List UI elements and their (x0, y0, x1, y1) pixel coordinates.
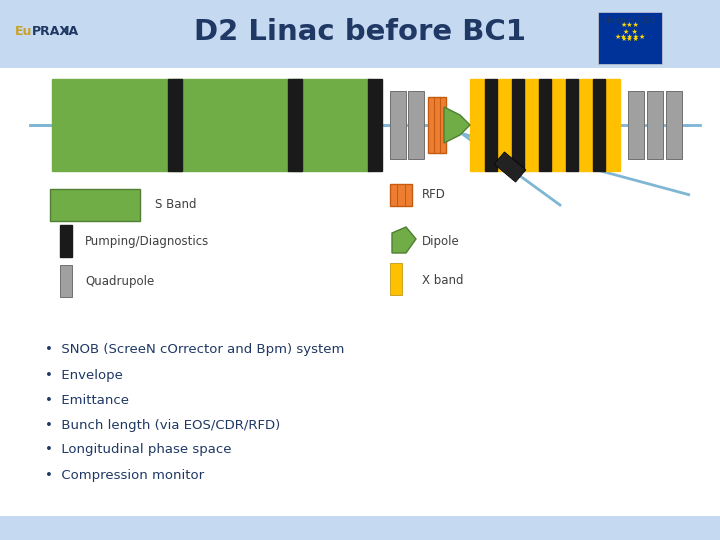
Bar (485, 79, 497, 171)
Text: PRAX: PRAX (32, 25, 70, 38)
Bar (168, 79, 182, 171)
Bar (60, 265, 72, 297)
Bar (628, 91, 644, 159)
Bar (566, 79, 578, 171)
Bar (551, 79, 566, 171)
Text: D2 Linac before BC1: D2 Linac before BC1 (194, 18, 526, 46)
Bar (470, 79, 485, 171)
Bar (390, 91, 406, 159)
Bar (539, 79, 551, 171)
Polygon shape (494, 152, 526, 182)
Bar (428, 97, 446, 153)
Bar (497, 79, 512, 171)
Text: Quadrupole: Quadrupole (85, 274, 154, 287)
Text: X band: X band (422, 274, 464, 287)
Polygon shape (392, 227, 416, 253)
Bar (598, 11, 662, 64)
Text: Pumping/Diagnostics: Pumping/Diagnostics (85, 234, 210, 247)
Bar (666, 91, 682, 159)
Text: S Band: S Band (155, 199, 197, 212)
Text: ★★★
★ ★
★★★: ★★★ ★ ★ ★★★ (621, 22, 639, 42)
Bar (524, 79, 539, 171)
Bar (605, 79, 620, 171)
Bar (512, 79, 524, 171)
Text: •  Compression monitor: • Compression monitor (45, 469, 204, 482)
Text: RFD: RFD (422, 188, 446, 201)
Text: Eu: Eu (15, 25, 32, 38)
Text: IA: IA (65, 25, 79, 38)
Text: ★★★★★: ★★★★★ (614, 34, 646, 40)
Bar (593, 79, 605, 171)
Polygon shape (444, 107, 470, 143)
Text: Horizon 2020: Horizon 2020 (604, 16, 656, 25)
Bar (390, 184, 412, 206)
Bar (390, 263, 402, 295)
Text: Dipole: Dipole (422, 234, 460, 247)
Bar (647, 91, 663, 159)
Bar (52, 79, 170, 171)
Bar (50, 189, 140, 221)
Bar (368, 79, 382, 171)
Bar (578, 79, 593, 171)
Bar (408, 91, 424, 159)
Bar (0, 516, 720, 540)
Bar (292, 79, 370, 171)
Bar (60, 225, 72, 257)
Text: •  Longitudinal phase space: • Longitudinal phase space (45, 443, 232, 456)
Bar (0, 0, 720, 68)
Text: •  Envelope: • Envelope (45, 368, 123, 381)
Text: •  Emittance: • Emittance (45, 394, 129, 407)
Bar (288, 79, 302, 171)
Bar (172, 79, 290, 171)
Text: •  SNOB (ScreeN cOrrector and Bpm) system: • SNOB (ScreeN cOrrector and Bpm) system (45, 343, 344, 356)
Text: •  Bunch length (via EOS/CDR/RFD): • Bunch length (via EOS/CDR/RFD) (45, 418, 280, 431)
Bar (0, 68, 720, 516)
